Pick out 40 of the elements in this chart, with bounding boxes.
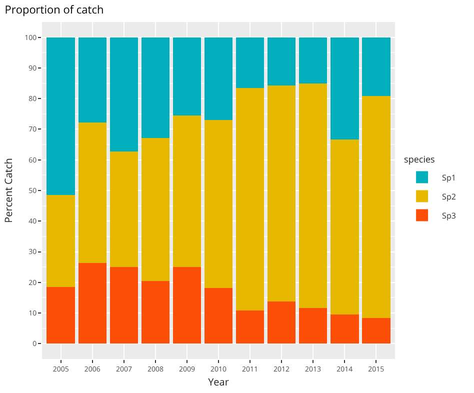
bar <box>330 37 359 140</box>
bar <box>172 266 202 344</box>
bar <box>78 263 107 344</box>
bar <box>141 280 170 344</box>
legend-title: species <box>404 152 435 166</box>
legend-label: Sp3 <box>442 210 456 222</box>
x-axis-title: Year <box>208 374 229 388</box>
bar <box>362 96 390 318</box>
bar <box>298 37 328 84</box>
bar <box>362 318 390 344</box>
bar <box>298 308 328 344</box>
bar <box>330 140 359 315</box>
bar <box>267 301 296 344</box>
bar <box>46 287 76 344</box>
bar <box>141 37 170 138</box>
bar <box>330 314 359 344</box>
bar <box>236 310 264 344</box>
chart-title: Proportion of catch <box>4 2 104 18</box>
bar <box>362 37 390 96</box>
legend-label: Sp2 <box>442 191 456 202</box>
bar <box>298 84 328 308</box>
bar <box>204 288 233 344</box>
bar <box>204 120 233 288</box>
bar <box>46 37 76 196</box>
bar <box>110 37 138 152</box>
bar <box>236 37 264 88</box>
bar <box>141 138 170 281</box>
bar <box>46 195 76 287</box>
bar <box>172 115 202 267</box>
bar <box>267 86 296 302</box>
y-axis-title: Percent Catch <box>1 158 15 223</box>
legend-label: Sp1 <box>442 172 456 184</box>
bar <box>204 37 233 120</box>
bar <box>78 122 107 264</box>
bar <box>110 267 138 344</box>
bar <box>236 88 264 311</box>
bar <box>110 151 138 268</box>
bar <box>267 37 296 86</box>
bar <box>172 37 202 116</box>
bar <box>78 37 107 122</box>
